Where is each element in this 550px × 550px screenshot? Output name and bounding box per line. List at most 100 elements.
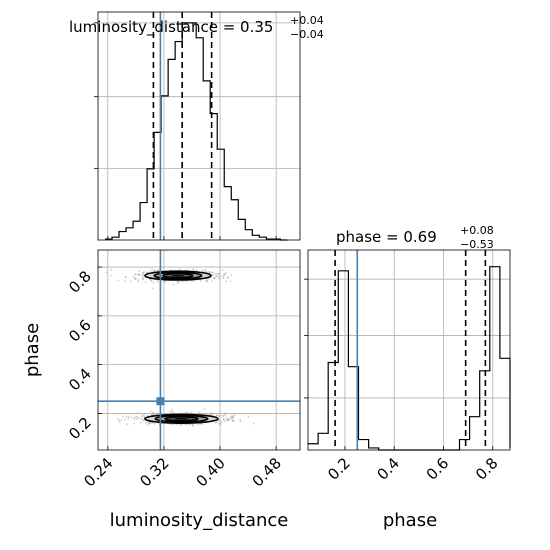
sample-point xyxy=(203,408,206,410)
histogram-ticks xyxy=(94,22,277,240)
luminosity-distance-histogram-panel: luminosity_distance = 0.35 +0.04 −0.04 xyxy=(69,11,324,241)
sample-point xyxy=(188,423,190,426)
joint-grid xyxy=(98,250,300,450)
sample-point xyxy=(225,272,227,275)
sample-point xyxy=(220,414,222,417)
sample-point xyxy=(127,416,130,419)
sample-point xyxy=(155,412,157,415)
sample-point xyxy=(151,287,154,290)
truth-marker xyxy=(156,397,165,406)
sample-point xyxy=(231,419,234,421)
x-tick-label: 0.4 xyxy=(373,454,403,484)
contour-line xyxy=(164,416,199,422)
sample-point xyxy=(230,274,233,276)
sample-point xyxy=(136,412,139,414)
sample-point xyxy=(192,268,195,270)
contour-line xyxy=(154,414,209,423)
sample-point xyxy=(192,269,195,272)
sample-point xyxy=(208,413,211,415)
sample-point xyxy=(134,273,137,275)
sample-point xyxy=(105,271,108,274)
sample-point xyxy=(224,412,227,415)
luminosity-distance-title: luminosity_distance = 0.35 xyxy=(69,18,273,37)
sample-point xyxy=(218,272,220,275)
sample-point xyxy=(215,275,218,278)
sample-point xyxy=(141,274,143,277)
sample-point xyxy=(218,278,221,280)
x-tick-label: 0.40 xyxy=(193,454,229,490)
sample-point xyxy=(217,276,220,279)
sample-point xyxy=(252,422,255,425)
sample-point xyxy=(156,412,159,414)
sample-point xyxy=(247,416,250,418)
sample-point xyxy=(149,270,152,272)
sample-point xyxy=(149,410,152,413)
density-level xyxy=(171,274,185,277)
phase-title-minus: −0.53 xyxy=(460,238,494,251)
sample-point xyxy=(207,271,210,273)
sample-point xyxy=(223,273,226,276)
sample-point xyxy=(221,269,224,271)
sample-point xyxy=(197,424,199,426)
luminosity-distance-histogram xyxy=(105,22,288,241)
sample-point xyxy=(129,280,132,283)
sample-point xyxy=(125,415,128,418)
contour-line xyxy=(153,271,203,280)
contour-line xyxy=(144,413,219,424)
sample-point xyxy=(213,276,215,279)
sample-point xyxy=(142,274,145,276)
sample-point xyxy=(124,275,127,278)
sample-point xyxy=(191,424,194,427)
sample-point xyxy=(179,424,182,426)
y-axis-label-phase: phase xyxy=(22,323,43,377)
sample-point xyxy=(151,268,154,271)
sample-point xyxy=(124,280,126,282)
sample-point xyxy=(185,280,188,283)
x-axis-label-luminosity-distance: luminosity_distance xyxy=(110,510,289,531)
sample-point xyxy=(137,279,140,281)
phase-histogram xyxy=(308,266,511,451)
sample-point xyxy=(130,416,133,419)
sample-point xyxy=(139,421,142,424)
sample-point xyxy=(211,280,213,283)
sample-point xyxy=(212,273,215,276)
sample-point xyxy=(218,422,220,425)
sample-point xyxy=(133,416,136,419)
sample-point xyxy=(230,415,232,418)
sample-point xyxy=(211,271,214,274)
density-level xyxy=(174,417,189,420)
sample-point xyxy=(231,416,234,419)
sample-point xyxy=(153,422,156,425)
sample-point xyxy=(239,420,242,423)
sample-point xyxy=(141,414,144,417)
sample-point xyxy=(222,418,225,421)
sample-point xyxy=(142,271,145,274)
histogram-grid xyxy=(98,12,300,240)
sample-point xyxy=(229,280,232,282)
sample-point xyxy=(152,412,154,415)
y-tick-label: 0.8 xyxy=(65,267,95,297)
sample-point xyxy=(208,277,211,280)
joint-density xyxy=(144,271,218,424)
joint-truth-lines xyxy=(98,250,300,450)
sample-point xyxy=(226,417,228,420)
sample-point xyxy=(156,279,159,282)
sample-point xyxy=(204,270,207,273)
phase-title-plus: +0.08 xyxy=(460,224,494,237)
x-tick-label: 0.8 xyxy=(472,454,502,484)
sample-point xyxy=(214,422,217,424)
sample-point xyxy=(204,268,207,271)
sample-point xyxy=(127,418,130,420)
sample-point xyxy=(200,279,202,282)
sample-point xyxy=(139,417,142,420)
sample-point xyxy=(184,411,187,414)
sample-point xyxy=(222,275,225,278)
x-tick-label: 0.6 xyxy=(423,454,453,484)
sample-point xyxy=(145,420,148,423)
x-tick-label: 0.32 xyxy=(136,454,172,490)
histogram-step xyxy=(105,22,288,241)
sample-point xyxy=(156,269,159,272)
sample-point xyxy=(153,281,155,284)
joint-distribution-panel: 0.24 0.32 0.40 0.48 0.2 0.4 0.6 0.8 xyxy=(65,249,301,490)
